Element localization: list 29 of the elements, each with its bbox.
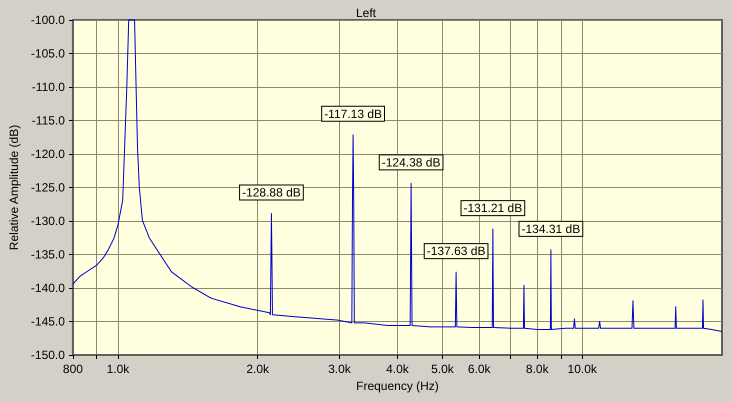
x-tick-label: 10.0k xyxy=(568,362,598,376)
x-tick-label: 3.0k xyxy=(328,362,352,376)
y-tick-label: -145.0 xyxy=(30,314,66,328)
y-tick-label: -140.0 xyxy=(30,281,66,295)
annotation: -134.31 dB xyxy=(522,222,580,236)
y-tick-label: -105.0 xyxy=(30,46,66,60)
annotation: -117.13 dB xyxy=(324,106,382,121)
x-tick-label: 2.0k xyxy=(246,362,270,376)
y-tick-label: -150.0 xyxy=(30,348,66,362)
chart-title: Left xyxy=(356,6,377,20)
y-tick-label: -120.0 xyxy=(30,147,66,161)
y-tick-label: -115.0 xyxy=(32,114,66,128)
annotation: -124.38 dB xyxy=(382,155,440,170)
y-tick-label: -110.0 xyxy=(32,80,66,94)
annotation: -128.88 dB xyxy=(242,185,301,200)
x-tick-label: 8.0k xyxy=(526,362,550,376)
x-axis-title: Frequency (Hz) xyxy=(356,378,439,393)
x-tick-label: 6.0k xyxy=(468,362,492,376)
x-tick-label: 5.0k xyxy=(431,362,455,376)
y-axis-title: Relative Amplitude (dB) xyxy=(7,124,21,250)
x-tick-label: 4.0k xyxy=(386,362,410,376)
annotation: -137.63 dB xyxy=(426,244,486,258)
x-tick-label: 1.0k xyxy=(106,362,130,376)
y-tick-label: -135.0 xyxy=(30,248,66,262)
y-tick-label: -130.0 xyxy=(30,214,66,228)
y-tick-label: -100.0 xyxy=(30,13,66,27)
annotation: -131.21 dB xyxy=(464,201,522,216)
x-tick-label: 800 xyxy=(62,362,84,376)
y-tick-label: -125.0 xyxy=(30,180,66,194)
